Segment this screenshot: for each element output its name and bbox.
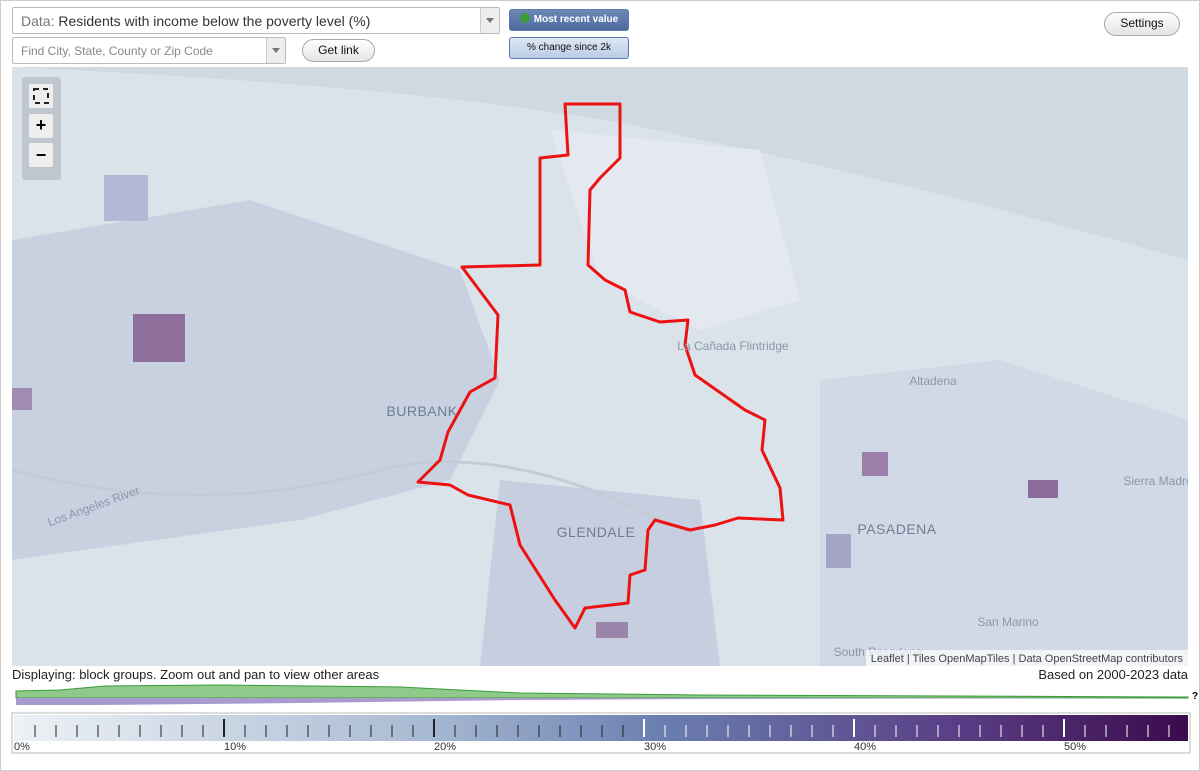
zoom-in-button[interactable] xyxy=(29,114,53,138)
legend-label: 10% xyxy=(224,741,246,753)
legend-label: 0% xyxy=(14,741,30,753)
zoom-out-label: − xyxy=(36,145,47,165)
data-select[interactable]: Data: Residents with income below the po… xyxy=(12,7,500,34)
map-label: GLENDALE xyxy=(557,524,636,540)
high-area xyxy=(862,452,888,476)
histogram-current xyxy=(15,684,1189,699)
high-area xyxy=(1028,480,1058,498)
histogram-past xyxy=(16,698,1188,705)
pct-change-toggle[interactable]: % change since 2k xyxy=(509,37,629,59)
legend-gradient xyxy=(14,715,1188,741)
dropdown-arrow xyxy=(480,8,499,33)
legend: ? 0% 10% 20% 30% 40% 50% xyxy=(11,684,1198,754)
data-value: Residents with income below the poverty … xyxy=(58,13,371,29)
search-placeholder: Find City, State, County or Zip Code xyxy=(21,44,213,58)
fullscreen-icon xyxy=(33,88,49,104)
map[interactable]: BURBANK GLENDALE PASADENA La Cañada Flintri… xyxy=(12,67,1188,666)
high-area xyxy=(12,388,32,410)
legend-label: 30% xyxy=(644,741,666,753)
map-label: Sierra Madre xyxy=(1123,474,1188,488)
settings-button[interactable]: Settings xyxy=(1104,12,1180,36)
high-area xyxy=(826,534,851,568)
attribution-box xyxy=(866,650,1188,666)
most-recent-toggle[interactable]: Most recent value xyxy=(509,9,629,31)
dropdown-arrow xyxy=(266,38,285,63)
legend-label: 50% xyxy=(1064,741,1086,753)
mountains xyxy=(12,67,1188,260)
data-label: Data: xyxy=(21,13,55,29)
freeway xyxy=(12,460,661,522)
map-label: Altadena xyxy=(909,374,957,388)
legend-label: 20% xyxy=(434,741,456,753)
map-label: BURBANK xyxy=(386,403,457,419)
high-area xyxy=(596,622,628,638)
help-mark[interactable]: ? xyxy=(1192,691,1198,702)
district xyxy=(820,360,1188,666)
high-area xyxy=(104,175,148,221)
map-label: PASADENA xyxy=(857,521,936,537)
district xyxy=(480,480,720,666)
map-label: San Marino xyxy=(977,615,1039,629)
fullscreen-button[interactable] xyxy=(29,84,53,108)
check-icon xyxy=(519,13,530,23)
displaying-note: Displaying: block groups. Zoom out and p… xyxy=(12,667,380,682)
based-on-note: Based on 2000-2023 data xyxy=(1038,667,1188,682)
search-box[interactable]: Find City, State, County or Zip Code xyxy=(12,37,286,64)
attribution: Leaflet | Tiles OpenMapTiles | Data Open… xyxy=(871,653,1184,665)
zoom-in-label: + xyxy=(36,115,47,135)
get-link-button[interactable]: Get link xyxy=(302,39,375,62)
zoom-out-button[interactable] xyxy=(29,143,53,167)
high-area xyxy=(133,314,185,362)
map-label: La Cañada Flintridge xyxy=(677,339,789,353)
legend-label: 40% xyxy=(854,741,876,753)
most-recent-label: Most recent value xyxy=(533,14,619,25)
selected-boundary xyxy=(416,102,785,630)
district xyxy=(550,130,800,330)
